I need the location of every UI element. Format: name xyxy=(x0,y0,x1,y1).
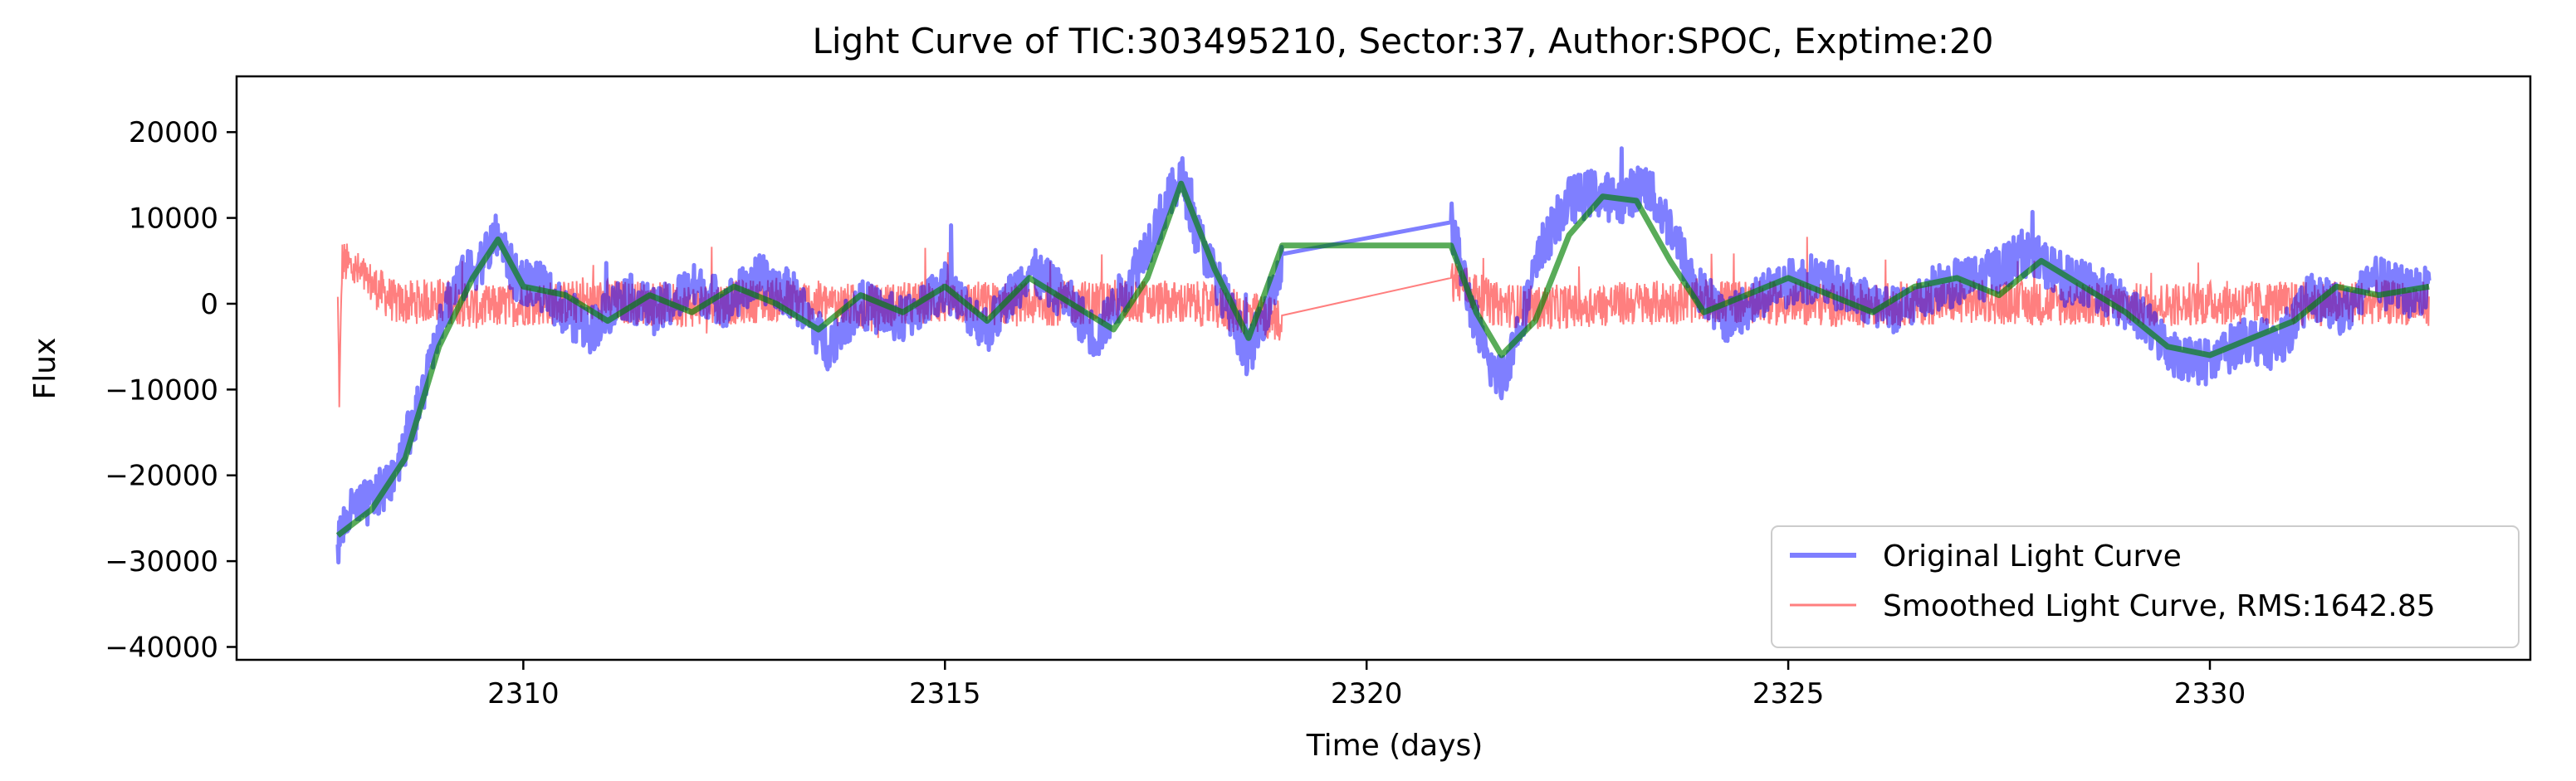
legend: Original Light Curve Smoothed Light Curv… xyxy=(1771,525,2520,648)
series-line-trend xyxy=(335,180,2430,538)
y-tick-label: −10000 xyxy=(105,373,218,407)
chart-title: Light Curve of TIC:303495210, Sector:37,… xyxy=(813,21,1994,61)
y-tick-label: −40000 xyxy=(105,631,218,664)
series-line-original xyxy=(335,146,2432,565)
y-tick-label: 20000 xyxy=(129,116,218,149)
x-tick-label: 2315 xyxy=(909,677,981,710)
x-axis: 2310 2315 2320 2325 2330 xyxy=(487,660,2246,710)
y-tick-label: −20000 xyxy=(105,460,218,493)
x-tick-label: 2320 xyxy=(1331,677,1403,710)
series-line-smoothed xyxy=(336,237,2430,408)
series-layer xyxy=(335,146,2432,565)
noise-band-layer xyxy=(336,237,2430,408)
x-tick-label: 2310 xyxy=(487,677,560,710)
x-axis-label: Time (days) xyxy=(1306,729,1484,763)
legend-label-smoothed: Smoothed Light Curve, RMS:1642.85 xyxy=(1883,589,2436,623)
y-axis-label: Flux xyxy=(28,338,62,400)
y-axis: −40000 −30000 −20000 −10000 0 10000 20000 xyxy=(105,116,237,664)
y-tick-label: 0 xyxy=(200,288,218,321)
y-tick-label: −30000 xyxy=(105,545,218,578)
x-tick-label: 2325 xyxy=(1752,677,1825,710)
y-tick-label: 10000 xyxy=(129,203,218,236)
legend-label-original: Original Light Curve xyxy=(1883,539,2182,574)
plot-frame xyxy=(235,75,2532,661)
legend-box xyxy=(1771,525,2520,648)
x-tick-label: 2330 xyxy=(2174,677,2246,710)
